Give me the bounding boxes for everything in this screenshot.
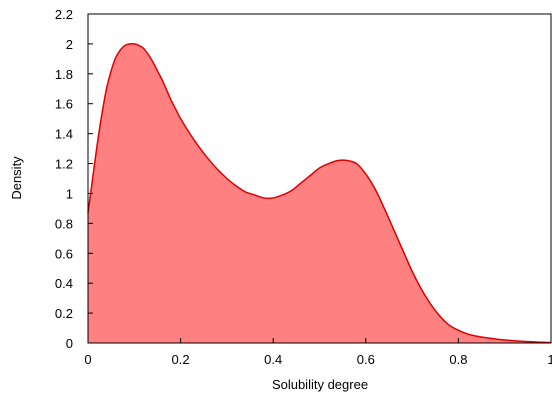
y-tick-label: 0.8 <box>55 216 73 231</box>
x-tick-label: 0.4 <box>264 352 282 367</box>
x-tick-label: 0.8 <box>449 352 467 367</box>
y-tick-label: 1.4 <box>55 127 73 142</box>
x-tick-label: 0.6 <box>357 352 375 367</box>
density-curve <box>87 42 552 344</box>
y-tick-label: 0 <box>66 336 73 351</box>
y-tick-label: 1.6 <box>55 97 73 112</box>
y-tick-label: 0.4 <box>55 276 73 291</box>
plot-area <box>87 42 552 344</box>
y-tick-label: 1.8 <box>55 67 73 82</box>
y-tick-label: 2 <box>66 37 73 52</box>
axes: 0 0.2 0.4 0.6 0.8 1 0 0.2 0.4 0.6 0.8 1 1.2 1.4 1.6 1.8… <box>55 7 552 367</box>
y-axis-title: Density <box>9 156 24 200</box>
y-tick-label: 0.6 <box>55 246 73 261</box>
plot-frame <box>87 13 552 344</box>
x-tick-label: 0.2 <box>172 352 190 367</box>
x-tick-label: 1 <box>547 352 552 367</box>
y-tick-label: 1 <box>66 186 73 201</box>
x-tick-label: 0 <box>84 352 91 367</box>
y-tick-label: 0.2 <box>55 306 73 321</box>
y-tick-label: 1.2 <box>55 157 73 172</box>
y-tick-label: 2.2 <box>55 7 73 22</box>
x-axis-title: Solubility degree <box>272 377 368 392</box>
density-area-fill <box>88 43 551 343</box>
